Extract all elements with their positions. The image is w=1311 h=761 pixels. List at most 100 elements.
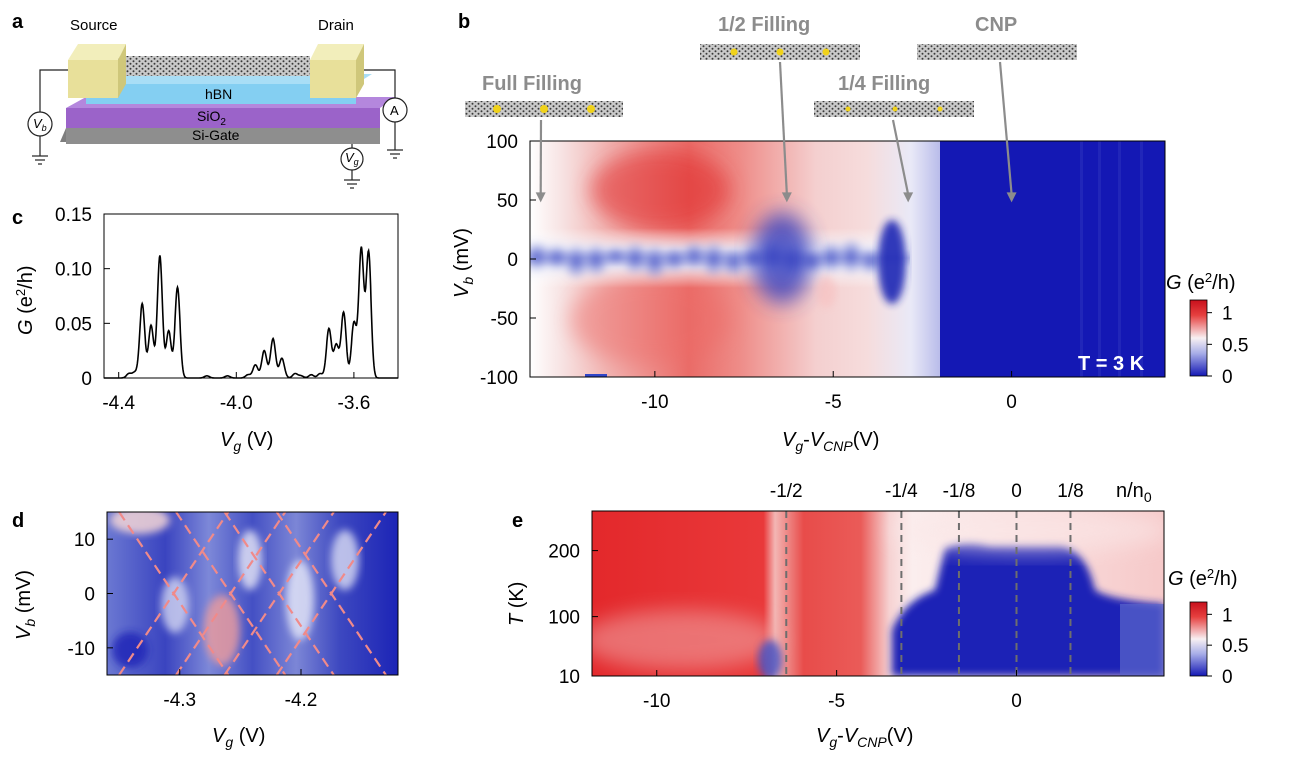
- c-y-tick-label: 0.10: [55, 260, 92, 281]
- svg-text:A: A: [390, 103, 399, 118]
- e-colorbar-title: G (e2/h): [1168, 566, 1237, 590]
- e-top-tick-label: 0: [1011, 481, 1022, 502]
- drain-label: Drain: [318, 17, 354, 34]
- b-stripe: [1140, 141, 1143, 377]
- lattice-full-filling: [465, 101, 623, 117]
- e-colorbar-tick-label: 1: [1222, 605, 1233, 626]
- e-x-tick-label: -5: [828, 691, 845, 712]
- b-low-conductance-spot: [640, 244, 669, 280]
- c-y-axis-label: G (e2/h): [13, 266, 37, 335]
- b-y-tick-label: 100: [486, 132, 518, 153]
- heatmap-b: [530, 141, 1165, 377]
- e-y-tick-label: 100: [548, 608, 580, 629]
- filling-arrow-line: [891, 119, 910, 195]
- temperature-annotation: T = 3 K: [1078, 353, 1145, 375]
- panel-label-d: d: [12, 510, 24, 532]
- b-y-tick-label: -100: [480, 368, 518, 389]
- drain-contact: [310, 44, 364, 98]
- sio2-label: SiO2: [197, 108, 226, 128]
- heatmap-e: [592, 511, 1164, 676]
- graphene-channel: [118, 56, 310, 76]
- svg-text:Vg: Vg: [345, 150, 359, 167]
- d-y-tick-label: 10: [74, 530, 95, 551]
- e-colorbar-tick-label: 0.5: [1222, 636, 1248, 657]
- b-x-tick-label: -5: [825, 392, 842, 413]
- sio2-layer: [66, 108, 380, 128]
- full-filling-label: Full Filling: [482, 73, 582, 95]
- hbn-layer: [86, 84, 356, 104]
- lattice-half-filling: [700, 44, 860, 60]
- c-y-tick-label: 0.05: [55, 314, 92, 335]
- b-x-tick-label: 0: [1006, 392, 1017, 413]
- b-colorbar-tick-label: 0: [1222, 367, 1233, 388]
- b-low-conductance-spot: [856, 247, 885, 275]
- svg-text:Vb: Vb: [33, 116, 47, 133]
- b-colorbar-title: G (e2/h): [1166, 270, 1235, 294]
- c-x-tick-label: -4.0: [220, 393, 253, 414]
- c-x-tick-label: -3.6: [338, 393, 371, 414]
- d-coulomb-diamond-edge: [175, 512, 287, 675]
- e-colorbar: [1189, 601, 1208, 677]
- cnp-label: CNP: [975, 14, 1017, 36]
- e-y-tick-label: 10: [559, 667, 580, 688]
- c-frame: [103, 213, 399, 379]
- device-schematic: Source Drain hBN SiO2 Si-Gate: [27, 17, 408, 189]
- d-coulomb-diamond-edge: [118, 512, 230, 675]
- b-stripe: [1118, 141, 1121, 377]
- b-stripe: [1098, 141, 1101, 377]
- c-y-tick-label: 0.15: [55, 205, 92, 226]
- d-x-axis-label: Vg (V): [212, 725, 265, 750]
- e-y-tick-label: 200: [548, 542, 580, 563]
- b-y-tick-label: -50: [491, 309, 518, 330]
- d-coulomb-diamond-edge: [223, 512, 335, 675]
- d-y-tick-label: 0: [84, 585, 95, 606]
- e-colorbar-tick-label: 0: [1222, 667, 1233, 688]
- d-x-tick-label: -4.2: [285, 690, 318, 711]
- d-x-tick-label: -4.3: [163, 690, 196, 711]
- e-frame: [591, 510, 1165, 677]
- filling-arrow-head: [903, 192, 914, 203]
- filling-arrows: [535, 61, 1017, 203]
- panel-b: Full Filling 1/2 Filling 1/4 Filling CNP: [451, 14, 1248, 454]
- panel-label-b: b: [458, 11, 470, 33]
- b-y-axis-label: Vb (mV): [451, 228, 476, 298]
- panel-label-c: c: [12, 207, 23, 229]
- filling-arrow-line: [778, 61, 788, 195]
- ammeter-icon: A: [382, 97, 408, 123]
- vg-source-icon: Vg: [340, 147, 364, 171]
- e-top-axis-label: n/n0: [1116, 480, 1152, 505]
- e-top-tick-label: 1/8: [1057, 481, 1083, 502]
- e-x-axis-label: Vg-VCNP(V): [816, 725, 913, 750]
- circuit-wires: [32, 69, 403, 189]
- lattice-cnp: [917, 44, 1077, 60]
- b-x-axis-label: Vg-VCNP(V): [782, 429, 879, 454]
- source-contact: [68, 44, 126, 98]
- vb-source-icon: Vb: [27, 111, 53, 137]
- filling-arrow-head: [781, 192, 792, 203]
- lattice-quarter-filling: [814, 101, 974, 117]
- panel-d: -4.3 -4.2 10 0 -10 Vb (mV) Vg (V): [13, 511, 399, 750]
- b-stripe: [1080, 141, 1083, 377]
- c-y-tick-label: 0: [81, 369, 92, 390]
- b-colorbar-tick-label: 0.5: [1222, 335, 1248, 356]
- b-low-conductance-spot: [562, 244, 591, 280]
- e-top-tick-label: -1/2: [770, 481, 803, 502]
- b-y-tick-label: 0: [507, 250, 518, 271]
- d-y-axis-label: Vb (mV): [13, 570, 38, 640]
- c-x-tick-label: -4.4: [102, 393, 135, 414]
- hbn-label: hBN: [205, 86, 232, 102]
- filling-arrow-line: [998, 61, 1013, 195]
- c-conductance-trace: [104, 246, 398, 379]
- e-top-tick-label: -1/8: [943, 481, 976, 502]
- e-top-tick-label: -1/4: [885, 481, 918, 502]
- d-coulomb-diamond-edge: [275, 512, 387, 675]
- e-y-axis-label: T (K): [506, 582, 528, 626]
- e-x-tick-label: -10: [643, 691, 670, 712]
- e-x-tick-label: 0: [1011, 691, 1022, 712]
- quarter-filling-label: 1/4 Filling: [838, 73, 930, 95]
- b-colorbar-tick-label: 1: [1222, 304, 1233, 325]
- si-gate-label: Si-Gate: [192, 127, 240, 143]
- source-label: Source: [70, 17, 118, 34]
